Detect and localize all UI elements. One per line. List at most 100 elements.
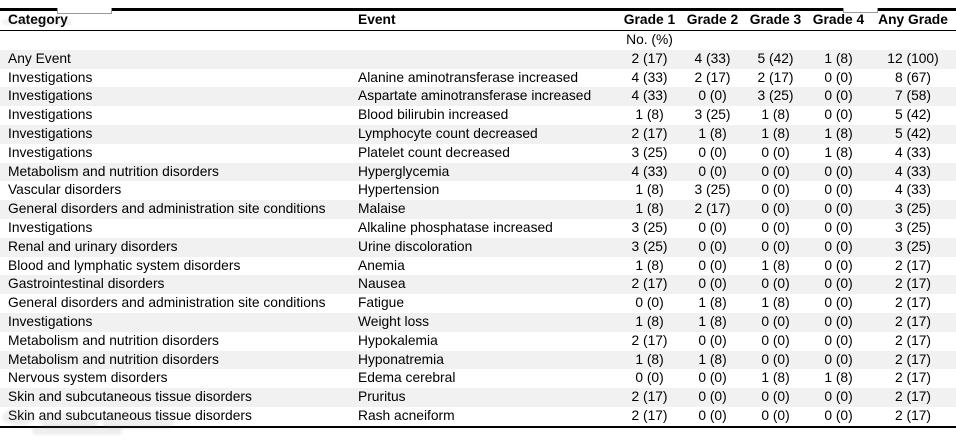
grade3-cell: 0 (0)	[761, 313, 790, 329]
table-row: Investigations Platelet count decreased …	[0, 144, 956, 163]
grade4-cell: 0 (0)	[824, 238, 853, 254]
event-cell: Blood bilirubin increased	[358, 107, 509, 123]
grade3-cell: 0 (0)	[761, 407, 790, 423]
event-cell: Rash acneiform	[358, 407, 455, 423]
grade1-cell: 3 (25)	[631, 144, 668, 160]
grade3-cell: 0 (0)	[761, 238, 790, 254]
grade2-cell: 2 (17)	[694, 201, 731, 217]
any-grade-cell: 3 (25)	[894, 219, 932, 235]
grade3-cell: 1 (8)	[761, 370, 790, 386]
any-grade-cell: 2 (17)	[894, 257, 932, 273]
category-cell: Investigations	[8, 125, 93, 141]
event-cell: Weight loss	[358, 313, 430, 329]
grade3-cell: 0 (0)	[761, 219, 790, 235]
grade1-cell: 1 (8)	[635, 313, 664, 329]
grade2-cell: 0 (0)	[698, 370, 727, 386]
grade3-cell: 0 (0)	[761, 351, 790, 367]
grade3-cell: 0 (0)	[761, 332, 790, 348]
grade4-cell: 0 (0)	[824, 163, 853, 179]
grade4-cell: 1 (8)	[824, 50, 853, 66]
grade3-cell: 1 (8)	[761, 125, 790, 141]
event-cell: Hyperglycemia	[358, 163, 450, 179]
grade3-cell: 0 (0)	[761, 163, 790, 179]
category-cell: Renal and urinary disorders	[8, 238, 178, 254]
grade2-cell: 0 (0)	[698, 219, 727, 235]
grade2-cell: 3 (25)	[694, 182, 731, 198]
grade1-cell: 0 (0)	[635, 295, 664, 311]
grade3-cell: 0 (0)	[761, 276, 790, 292]
column-header-category: Category	[0, 9, 350, 31]
grade1-cell: 0 (0)	[635, 370, 664, 386]
grade2-cell: 1 (8)	[698, 125, 727, 141]
category-cell: Investigations	[8, 88, 93, 104]
category-cell: Gastrointestinal disorders	[8, 276, 165, 292]
grade1-cell: 2 (17)	[631, 332, 668, 348]
grade2-cell: 0 (0)	[698, 276, 727, 292]
event-cell: Hypertension	[358, 182, 440, 198]
grade2-cell: 0 (0)	[698, 144, 727, 160]
grade1-cell: 1 (8)	[635, 182, 664, 198]
table-row: Gastrointestinal disorders Nausea 2 (17)…	[0, 275, 956, 295]
column-header-grade4: Grade 4	[807, 9, 870, 31]
category-cell: General disorders and administration sit…	[8, 295, 326, 311]
grade4-cell: 0 (0)	[824, 407, 853, 423]
any-grade-cell: 3 (25)	[894, 238, 932, 254]
category-cell: Metabolism and nutrition disorders	[8, 351, 219, 367]
grade4-cell: 1 (8)	[824, 370, 853, 386]
grade4-cell: 0 (0)	[824, 182, 853, 198]
category-cell: Blood and lymphatic system disorders	[8, 257, 241, 273]
category-cell: Nervous system disorders	[8, 370, 168, 386]
event-cell: Lymphocyte count decreased	[358, 125, 538, 141]
event-cell: Platelet count decreased	[358, 144, 510, 160]
category-cell: General disorders and administration sit…	[8, 201, 326, 217]
grade2-cell: 0 (0)	[698, 389, 727, 405]
event-cell: Urine discoloration	[358, 238, 473, 254]
grade3-cell: 1 (8)	[761, 257, 790, 273]
grade2-cell: 0 (0)	[698, 257, 727, 273]
any-grade-cell: 2 (17)	[894, 407, 932, 423]
event-cell: Fatigue	[358, 295, 405, 311]
event-cell: Alkaline phosphatase increased	[358, 219, 553, 235]
table-row: Skin and subcutaneous tissue disorders R…	[0, 407, 956, 427]
grade3-cell: 0 (0)	[761, 201, 790, 217]
any-grade-cell: 5 (42)	[894, 107, 932, 123]
grade1-cell: 4 (33)	[631, 88, 668, 104]
grade4-cell: 1 (8)	[824, 144, 853, 160]
category-cell: Investigations	[8, 107, 93, 123]
grade4-cell: 0 (0)	[824, 389, 853, 405]
table-row: Investigations Blood bilirubin increased…	[0, 106, 956, 125]
grade3-cell: 0 (0)	[761, 182, 790, 198]
table-row: Investigations Weight loss 1 (8) 1 (8) 0…	[0, 312, 956, 332]
any-grade-cell: 2 (17)	[894, 389, 932, 405]
grade4-cell: 0 (0)	[824, 295, 853, 311]
any-grade-cell: 3 (25)	[894, 201, 932, 217]
grade3-cell: 0 (0)	[761, 144, 790, 160]
event-cell: Hypokalemia	[358, 332, 438, 348]
grade2-cell: 0 (0)	[698, 238, 727, 254]
category-cell: Vascular disorders	[8, 182, 122, 198]
category-cell: Metabolism and nutrition disorders	[8, 163, 219, 179]
grade4-cell: 1 (8)	[824, 125, 853, 141]
grade4-cell: 0 (0)	[824, 257, 853, 273]
header-row: Category Event Grade 1 Grade 2 Grade 3 G…	[0, 9, 956, 31]
grade4-cell: 0 (0)	[824, 201, 853, 217]
event-cell: Pruritus	[358, 389, 406, 405]
table-row: Investigations Aspartate aminotransferas…	[0, 87, 956, 107]
grade2-cell: 0 (0)	[698, 88, 727, 104]
grade3-cell: 5 (42)	[757, 50, 794, 66]
any-grade-cell: 4 (33)	[894, 144, 932, 160]
table-row: General disorders and administration sit…	[0, 200, 956, 219]
event-cell: Malaise	[358, 201, 406, 217]
grade1-cell: 2 (17)	[631, 276, 668, 292]
grade1-cell: 1 (8)	[635, 201, 664, 217]
adverse-events-table: Category Event Grade 1 Grade 2 Grade 3 G…	[0, 8, 956, 428]
category-cell: Metabolism and nutrition disorders	[8, 332, 219, 348]
category-cell: Investigations	[8, 313, 93, 329]
grade1-cell: 3 (25)	[631, 238, 668, 254]
grade1-cell: 3 (25)	[631, 219, 668, 235]
event-cell: Nausea	[358, 276, 406, 292]
grade2-cell: 3 (25)	[694, 107, 731, 123]
any-grade-cell: 7 (58)	[894, 88, 932, 104]
category-cell: Any Event	[8, 50, 71, 66]
table-row: Metabolism and nutrition disorders Hypok…	[0, 332, 956, 351]
